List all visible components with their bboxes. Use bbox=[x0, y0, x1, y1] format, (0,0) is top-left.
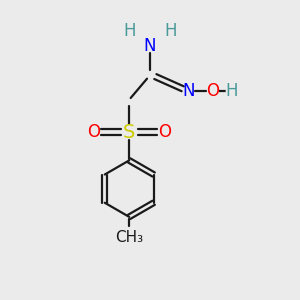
Text: S: S bbox=[123, 123, 135, 142]
Text: N: N bbox=[182, 82, 195, 100]
Text: O: O bbox=[206, 82, 219, 100]
Text: CH₃: CH₃ bbox=[115, 230, 143, 245]
Text: O: O bbox=[87, 123, 100, 141]
Text: N: N bbox=[144, 37, 156, 55]
Text: H: H bbox=[226, 82, 238, 100]
Text: H: H bbox=[165, 22, 177, 40]
Text: O: O bbox=[158, 123, 171, 141]
Text: H: H bbox=[123, 22, 135, 40]
